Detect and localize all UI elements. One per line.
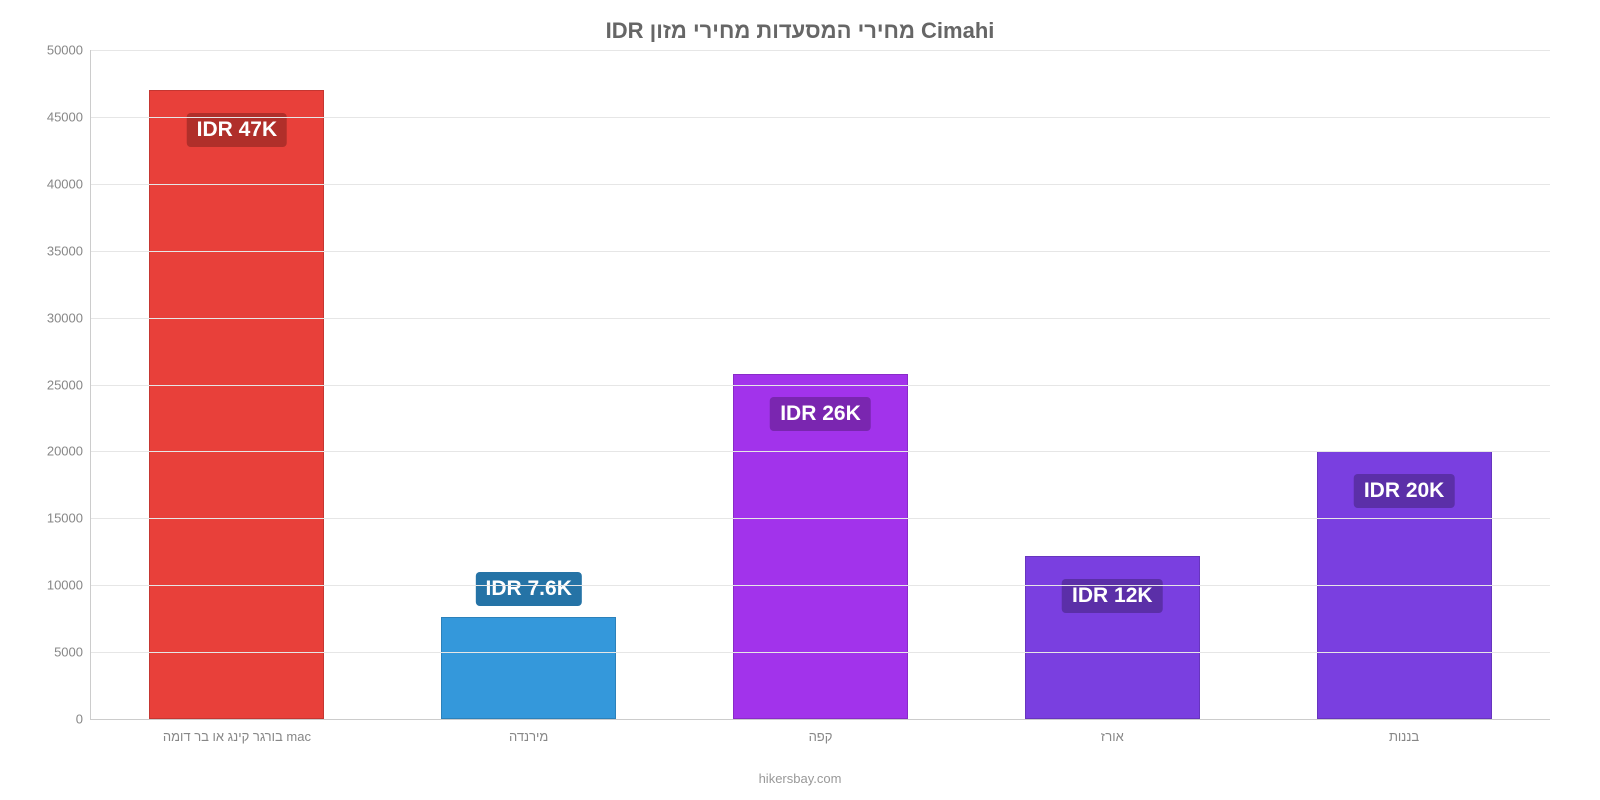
gridline: [91, 117, 1550, 118]
bar: IDR 26K: [733, 374, 908, 719]
ytick-label: 0: [76, 712, 91, 727]
gridline: [91, 251, 1550, 252]
ytick-label: 50000: [47, 43, 91, 58]
watermark: hikersbay.com: [0, 771, 1600, 786]
gridline: [91, 585, 1550, 586]
ytick-label: 30000: [47, 310, 91, 325]
gridline: [91, 518, 1550, 519]
bar: IDR 7.6K: [441, 617, 616, 719]
bar-value-label: IDR 47K: [187, 113, 288, 147]
xtick-label: מירנדה: [509, 719, 548, 744]
ytick-label: 45000: [47, 109, 91, 124]
bar-value-label: IDR 12K: [1062, 579, 1163, 613]
ytick-label: 5000: [54, 645, 91, 660]
ytick-label: 20000: [47, 444, 91, 459]
xtick-label: קפה: [809, 719, 833, 744]
gridline: [91, 652, 1550, 653]
plot-area: IDR 47Kבורגר קינג או בר דומה macIDR 7.6K…: [90, 50, 1550, 720]
gridline: [91, 184, 1550, 185]
ytick-label: 40000: [47, 176, 91, 191]
bar-value-label: IDR 7.6K: [476, 572, 582, 606]
gridline: [91, 318, 1550, 319]
xtick-label: אורז: [1101, 719, 1124, 744]
ytick-label: 25000: [47, 377, 91, 392]
gridline: [91, 385, 1550, 386]
xtick-label: בורגר קינג או בר דומה mac: [163, 719, 311, 744]
gridline: [91, 50, 1550, 51]
chart-title: IDR מחירי המסעדות מחירי מזון Cimahi: [0, 18, 1600, 44]
gridline: [91, 451, 1550, 452]
xtick-label: בננות: [1389, 719, 1419, 744]
chart-container: IDR מחירי המסעדות מחירי מזון Cimahi IDR …: [0, 0, 1600, 800]
bar-value-label: IDR 26K: [770, 397, 871, 431]
bar-value-label: IDR 20K: [1354, 474, 1455, 508]
ytick-label: 35000: [47, 243, 91, 258]
ytick-label: 10000: [47, 578, 91, 593]
bar: IDR 12K: [1025, 556, 1200, 719]
ytick-label: 15000: [47, 511, 91, 526]
